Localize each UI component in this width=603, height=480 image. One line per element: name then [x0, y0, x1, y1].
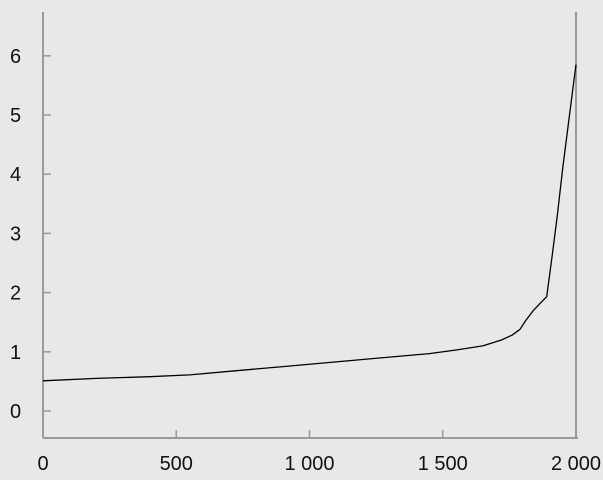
- x-axis: 0 500 1 000 1 500 2 000: [37, 12, 601, 475]
- y-tick-label: 1: [10, 342, 21, 364]
- y-tick-label: 5: [10, 105, 21, 127]
- y-tick-label: 2: [10, 283, 21, 305]
- x-tick-label: 1 000: [284, 453, 334, 475]
- y-tick-label: 6: [10, 46, 21, 68]
- x-tick-label: 500: [160, 453, 193, 475]
- y-tick-label: 3: [10, 223, 21, 245]
- plot-area: [42, 64, 577, 382]
- y-tick-label: 4: [10, 164, 21, 186]
- x-tick-label: 1 500: [418, 453, 468, 475]
- x-tick-label: 0: [37, 453, 48, 475]
- x-tick-label: 2 000: [551, 453, 601, 475]
- y-tick-label: 0: [10, 401, 21, 423]
- series-line: [42, 64, 577, 382]
- y-axis: 0 1 2 3 4 5 6: [10, 12, 51, 438]
